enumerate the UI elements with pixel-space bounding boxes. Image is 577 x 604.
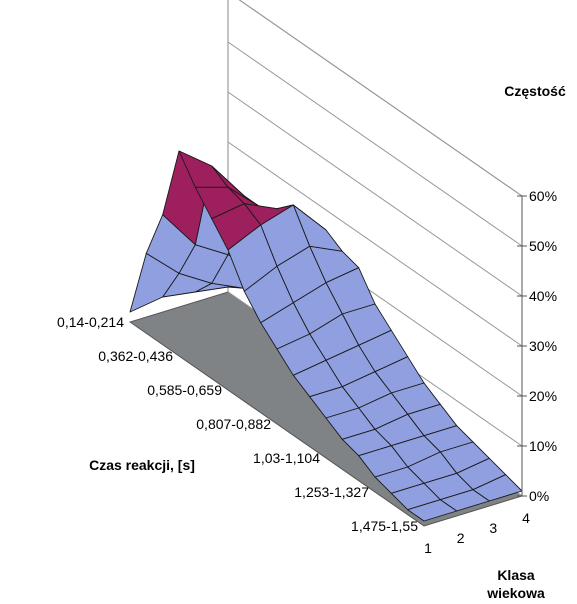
y-tick-label: 2	[457, 530, 465, 546]
x-tick-label: 0,807-0,882	[196, 416, 271, 432]
x-tick-label: 1,475-1,55	[351, 518, 418, 534]
x-axis-title: Czas reakcji, [s]	[89, 457, 195, 473]
surface-cell	[407, 499, 458, 522]
z-gridline	[227, 141, 523, 347]
z-gridline	[227, 41, 523, 247]
z-tick-label: 10%	[529, 438, 557, 454]
x-tick-label: 0,14-0,214	[57, 314, 124, 330]
z-tick-label: 0%	[529, 488, 549, 504]
y-tick-label: 4	[522, 510, 530, 526]
z-tick-label: 40%	[529, 288, 557, 304]
z-gridline	[227, 91, 523, 297]
x-tick-label: 0,362-0,436	[98, 348, 173, 364]
x-tick-label: 1,253-1,327	[294, 484, 369, 500]
y-axis-title-line2: wiekowa	[486, 585, 545, 601]
z-tick-label: 60%	[529, 188, 557, 204]
x-tick-label: 0,585-0,659	[147, 382, 222, 398]
z-tick-label: 50%	[529, 238, 557, 254]
z-axis-title: Częstość	[504, 83, 566, 99]
y-tick-label: 3	[489, 520, 497, 536]
z-tick-label: 20%	[529, 388, 557, 404]
x-tick-label: 1,03-1,104	[253, 450, 320, 466]
chart-axes: 0% 10% 20% 30% 40% 50% 60% 0,14-0,214 0,362-0,43…	[57, 188, 557, 556]
y-axis-title-line1: Klasa	[497, 567, 535, 583]
y-tick-label: 1	[424, 540, 432, 556]
chart-surface	[129, 150, 523, 522]
z-tick-label: 30%	[529, 338, 557, 354]
z-gridline	[238, 0, 523, 197]
